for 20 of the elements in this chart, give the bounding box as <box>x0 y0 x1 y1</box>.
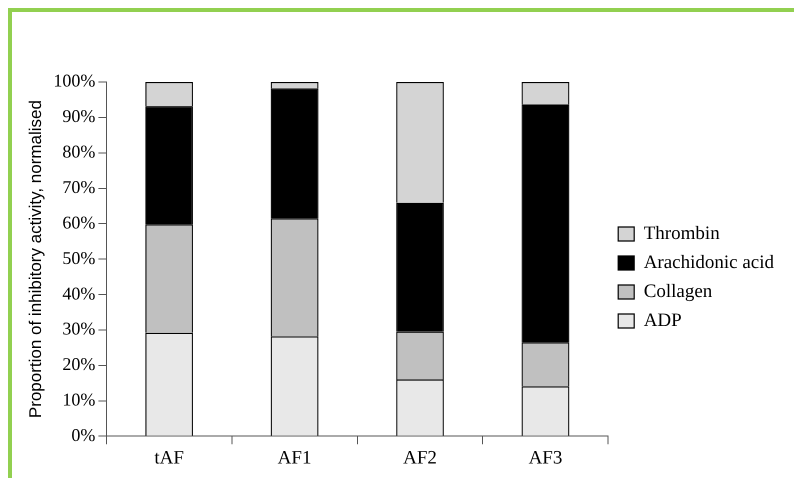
y-tick-label: 90% <box>62 106 96 126</box>
x-tick-label: tAF <box>154 448 184 469</box>
legend-label: Collagen <box>644 280 713 302</box>
y-tick-label: 70% <box>62 176 96 197</box>
y-tick-label: 20% <box>62 354 96 374</box>
x-tick-label: AF3 <box>528 448 562 469</box>
y-tick-label: 30% <box>62 318 96 339</box>
x-tick-label: AF1 <box>278 448 312 469</box>
legend-label: Thrombin <box>644 222 720 244</box>
x-tick-label: AF2 <box>403 448 437 469</box>
legend-label: ADP <box>644 310 682 331</box>
y-tick-label: 0% <box>71 424 96 445</box>
y-tick-label: 80% <box>62 142 96 162</box>
y-tick-label: 40% <box>62 283 96 304</box>
y-tick-label: 100% <box>53 70 96 91</box>
y-tick-label: 10% <box>62 390 96 410</box>
y-axis-title: Proportion of inhibitory activity, normalised <box>26 100 45 418</box>
legend-label: Arachidonic acid <box>644 252 774 273</box>
y-tick-label: 60% <box>62 212 96 232</box>
y-tick-label: 50% <box>62 248 96 268</box>
